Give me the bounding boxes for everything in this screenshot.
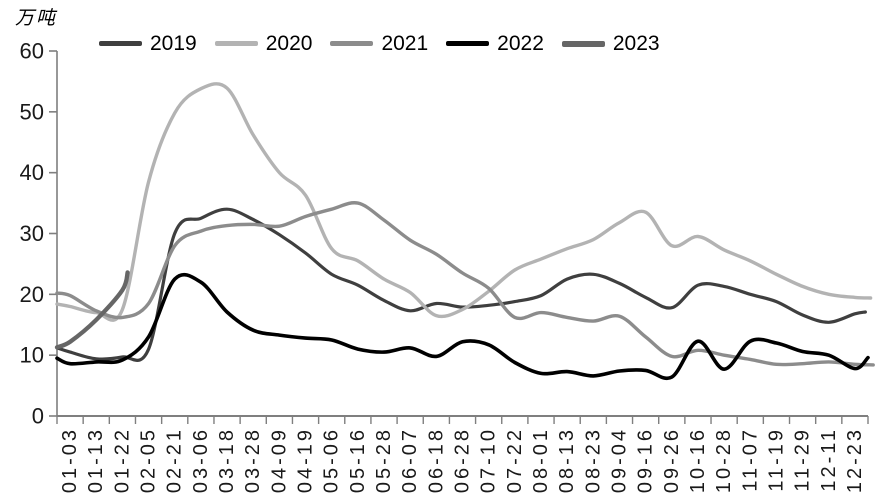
series-line-2020 <box>55 82 873 322</box>
y-tick-label: 60 <box>20 39 44 64</box>
legend-swatch-2021 <box>330 41 374 46</box>
x-tick-label: 12-11 <box>818 427 840 492</box>
x-tick-label: 11-07 <box>739 427 761 492</box>
x-tick-label: 07-10 <box>478 427 500 493</box>
x-tick-label: 01-22 <box>111 427 133 493</box>
y-tick-label: 20 <box>20 282 44 307</box>
x-tick-label: 02-21 <box>164 427 186 493</box>
y-tick-label: 10 <box>20 343 44 368</box>
legend-swatch-2020 <box>214 41 258 46</box>
x-tick-label: 03-18 <box>216 427 238 493</box>
x-tick-label: 04-19 <box>295 427 317 493</box>
legend-label-2023: 2023 <box>612 32 660 55</box>
series-line-2023 <box>54 270 130 350</box>
series-line-2022 <box>55 272 870 381</box>
x-tick-label: 12-23 <box>844 427 866 493</box>
x-tick-label: 05-16 <box>347 427 369 493</box>
y-tick-label: 40 <box>20 160 44 185</box>
legend-item-2022: 2022 <box>446 33 544 54</box>
x-tick-label: 01-13 <box>85 427 107 493</box>
x-tick-label: 05-06 <box>321 427 343 493</box>
x-tick-label: 11-29 <box>792 427 814 492</box>
x-tick-label: 08-23 <box>582 427 604 493</box>
y-tick-label: 50 <box>20 99 44 124</box>
series-line-2019 <box>55 207 867 362</box>
y-tick-label: 30 <box>20 221 44 246</box>
x-tick-label: 09-26 <box>661 427 683 493</box>
x-tick-label: 06-28 <box>452 427 474 493</box>
x-tick-label: 07-22 <box>504 427 526 493</box>
x-tick-label: 03-06 <box>190 427 212 493</box>
x-tick-label: 02-05 <box>138 427 160 493</box>
chart-legend: 2019 2020 2021 2022 2023 <box>99 33 660 54</box>
x-tick-label: 01-03 <box>59 427 81 493</box>
x-tick-label: 08-01 <box>530 427 552 493</box>
legend-item-2020: 2020 <box>214 32 313 55</box>
y-tick-label: 0 <box>32 404 44 429</box>
legend-label-2020: 2020 <box>265 32 313 55</box>
legend-label-2019: 2019 <box>150 32 197 55</box>
x-tick-label: 09-16 <box>635 427 657 493</box>
legend-swatch-2019 <box>99 41 142 46</box>
x-tick-label: 09-04 <box>608 427 630 493</box>
legend-item-2019: 2019 <box>99 33 197 54</box>
x-tick-label: 10-28 <box>713 427 735 493</box>
x-tick-label: 05-28 <box>373 427 395 493</box>
legend-item-2023: 2023 <box>561 32 660 55</box>
legend-label-2022: 2022 <box>497 32 544 55</box>
x-tick-label: 03-28 <box>242 427 264 493</box>
legend-label-2021: 2021 <box>381 32 429 55</box>
x-tick-label: 08-13 <box>556 427 578 493</box>
series-line-2021 <box>55 201 875 367</box>
x-tick-label: 11-19 <box>765 427 787 492</box>
legend-item-2021: 2021 <box>330 33 428 54</box>
x-tick-label: 06-18 <box>425 427 447 493</box>
legend-swatch-2023 <box>561 40 605 47</box>
legend-swatch-2022 <box>446 41 490 46</box>
x-tick-label: 10-16 <box>687 427 709 493</box>
x-tick-label: 06-07 <box>399 427 421 493</box>
y-axis-unit-label: 万吨 <box>15 7 58 29</box>
x-tick-label: 04-09 <box>268 427 290 493</box>
